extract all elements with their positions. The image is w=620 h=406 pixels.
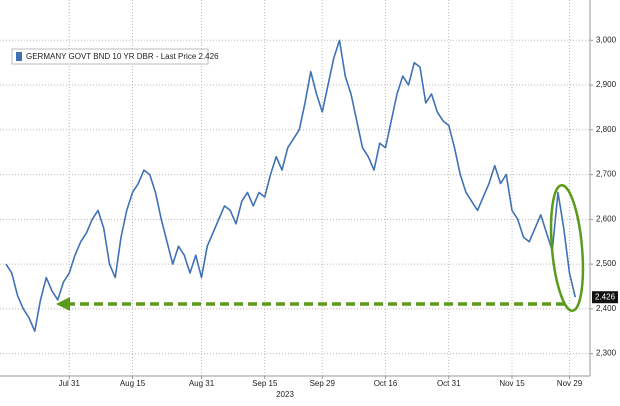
x-tick-label: Sep 29 xyxy=(310,379,336,388)
x-axis-label: 2023 xyxy=(276,390,294,399)
arrow-head xyxy=(56,297,70,311)
y-tick-label: 2,600 xyxy=(596,214,617,223)
y-tick-label: 2,900 xyxy=(596,80,617,89)
y-tick-label: 2,500 xyxy=(596,259,617,268)
x-tick-label: Oct 31 xyxy=(437,379,461,388)
highlight-ellipse xyxy=(549,183,585,313)
x-tick-label: Sep 15 xyxy=(252,379,278,388)
last-price-tag xyxy=(592,291,618,304)
y-tick-label: 2,400 xyxy=(596,304,617,313)
y-tick-label: 2,800 xyxy=(596,125,617,134)
legend-box xyxy=(11,48,209,65)
x-tick-label: Aug 15 xyxy=(120,379,146,388)
x-tick-label: Nov 29 xyxy=(557,379,583,388)
x-tick-label: Oct 16 xyxy=(374,379,398,388)
legend-label: GERMANY GOVT BND 10 YR DBR - Last Price … xyxy=(26,52,219,61)
price-line xyxy=(5,39,577,333)
x-tick-label: Nov 15 xyxy=(499,379,525,388)
x-tick-label: Jul 31 xyxy=(59,379,81,388)
marks xyxy=(5,39,577,333)
x-tick-label: Aug 31 xyxy=(189,379,215,388)
grid xyxy=(0,0,590,376)
y-tick-label: 2,700 xyxy=(596,170,617,179)
labels: 2,300 2,400 2,500 2,600 2,700 2,800 2,900 3,000… xyxy=(59,35,618,399)
y-tick-label: 2,300 xyxy=(596,349,617,358)
legend-swatch xyxy=(16,52,22,61)
y-tick-label: 3,000 xyxy=(596,35,617,44)
last-price-label: 2.426 xyxy=(595,292,616,301)
